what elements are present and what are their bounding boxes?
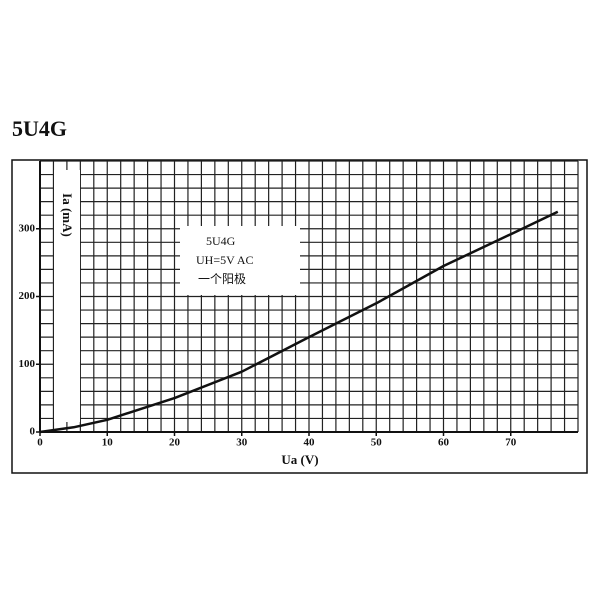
y-tick-label: 100: [19, 358, 36, 370]
x-tick-label: 10: [102, 437, 114, 449]
x-tick-label: 30: [236, 437, 248, 449]
x-tick-label: 40: [304, 437, 316, 449]
y-axis-label: Ia (mA): [60, 193, 75, 237]
annotation: 5U4G: [206, 234, 236, 248]
x-axis-label: Ua (V): [281, 452, 318, 467]
frame: [11, 159, 588, 474]
x-tick-label: 0: [37, 437, 43, 449]
data-line: [39, 210, 559, 434]
annotation: 一个阳极: [198, 272, 246, 286]
y-tick-label: 200: [19, 290, 36, 302]
x-tick-label: 60: [438, 437, 450, 449]
x-tick-label: 20: [169, 437, 181, 449]
y-tick-label: 0: [30, 426, 36, 438]
annotation-box: [180, 226, 300, 295]
annotation: UH=5V AC: [196, 253, 254, 267]
y-label-box: [54, 170, 80, 422]
chart-title: 5U4G: [12, 116, 67, 141]
grid: [39, 160, 579, 433]
x-tick-label: 70: [505, 437, 517, 449]
x-tick-label: 50: [371, 437, 383, 449]
y-tick-label: 300: [19, 222, 36, 234]
